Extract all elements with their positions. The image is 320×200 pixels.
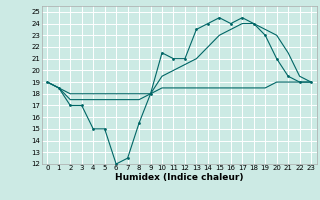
X-axis label: Humidex (Indice chaleur): Humidex (Indice chaleur) bbox=[115, 173, 244, 182]
